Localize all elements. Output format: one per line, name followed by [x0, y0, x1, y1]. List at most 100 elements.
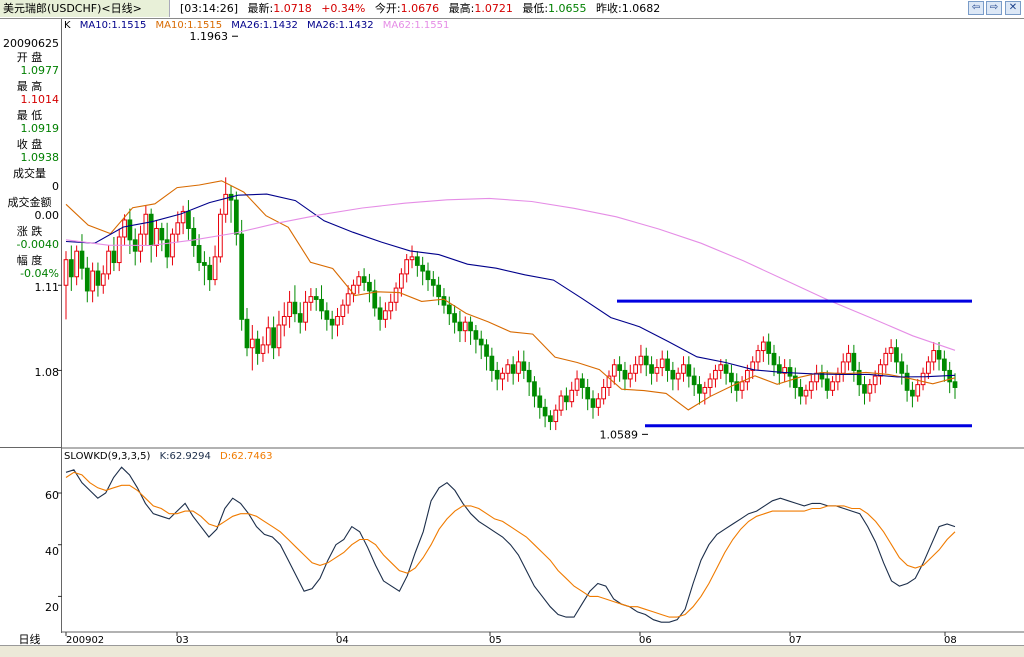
candle [910, 381, 915, 408]
candle [947, 361, 953, 394]
annotations: 1.1963 1.0589 [190, 30, 972, 441]
candle-body [633, 364, 638, 374]
x-tick-label: 08 [944, 635, 957, 646]
candle-body [74, 250, 80, 278]
candle [681, 356, 686, 382]
candle-body [659, 358, 665, 369]
candle-body [776, 364, 782, 374]
candle [329, 310, 335, 340]
candle [707, 373, 713, 396]
candle [154, 219, 159, 257]
candle-body [462, 321, 468, 332]
candle [84, 256, 90, 303]
candle-body [100, 273, 106, 286]
candle-body [691, 375, 697, 386]
quote-prev-label: 昨收: [596, 2, 622, 15]
kd-legend: SLOWKD(9,3,3,5) K:62.9294 D:62.7463 [64, 451, 278, 462]
candle-body [186, 210, 191, 229]
quote-line: [03:14:26] 最新:1.0718 +0.34% 今开:1.0676 最高… [180, 0, 666, 17]
candle-body [595, 398, 601, 408]
candle [734, 373, 740, 402]
candle [904, 364, 910, 402]
candle-body [739, 381, 745, 391]
kd-lines [58, 466, 956, 623]
candle-body [782, 367, 788, 374]
candle [505, 359, 511, 382]
candle-body [729, 372, 734, 383]
candle-body [308, 296, 314, 303]
next-arrow-icon[interactable]: ⇨ [986, 1, 1002, 15]
candle [90, 262, 95, 303]
ma-legend-ma10: MA10:1.1515 [79, 20, 147, 31]
candle [755, 344, 761, 371]
candle [68, 245, 74, 291]
candle-body [239, 233, 245, 320]
candle-body [510, 364, 516, 374]
x-tick-label: 06 [639, 635, 652, 646]
candle [345, 285, 351, 314]
ma-line-ma62 [65, 197, 956, 351]
candle [814, 364, 819, 391]
x-tick-label: 05 [489, 635, 502, 646]
candle [276, 310, 282, 357]
candle [212, 245, 218, 286]
candle [766, 333, 772, 365]
candle-body [787, 367, 793, 377]
candle-body [372, 290, 378, 309]
candle-body [106, 250, 111, 275]
candle [915, 378, 921, 402]
candle [558, 390, 564, 416]
candle-body [718, 364, 724, 371]
candle [372, 279, 378, 317]
candle [436, 276, 441, 306]
ma-line-ma10 [65, 180, 956, 411]
candle [670, 361, 676, 391]
candle [840, 353, 846, 382]
candle-body [340, 304, 346, 317]
prev-arrow-icon[interactable]: ⇦ [968, 1, 984, 15]
close-icon[interactable]: ✕ [1005, 1, 1021, 15]
info-label: 最 高 [16, 80, 43, 93]
candle-body [798, 386, 803, 397]
candle [207, 256, 213, 291]
candle-body [548, 415, 553, 423]
candle [574, 370, 580, 396]
candle-body [681, 364, 686, 374]
candle-body [281, 315, 287, 326]
candle [132, 228, 138, 266]
candle [484, 339, 489, 371]
candle [420, 256, 426, 286]
candle-body [910, 389, 915, 397]
candle-body [148, 213, 154, 247]
candles [58, 177, 958, 431]
x-tick-label: 03 [176, 635, 189, 646]
candle [287, 290, 292, 328]
top-divider [0, 18, 1024, 19]
candle [383, 302, 388, 328]
timeframe-label: 日线 [18, 633, 41, 646]
candle [473, 325, 479, 354]
candle [771, 344, 777, 377]
candle-body [95, 270, 101, 286]
candle-body [335, 315, 340, 326]
candle-body [883, 352, 889, 366]
candle-body [755, 350, 761, 363]
chart-title-tab[interactable]: 美元瑞郎(USDCHF)<日线> [0, 0, 170, 17]
info-label: 成交金额 [7, 196, 52, 209]
candle [106, 245, 111, 280]
candle-body [68, 259, 74, 278]
candle-body [702, 386, 708, 394]
candle-body [196, 245, 202, 264]
candle [351, 279, 356, 303]
candle-body [936, 350, 942, 360]
candle [627, 364, 633, 388]
candle-body [84, 267, 90, 292]
candle-body [926, 361, 931, 374]
candle [713, 364, 718, 388]
candle [580, 373, 585, 399]
info-value: 1.0977 [20, 64, 60, 77]
candle-body [175, 222, 181, 235]
candle-body [500, 372, 505, 380]
candle-body [643, 355, 649, 366]
